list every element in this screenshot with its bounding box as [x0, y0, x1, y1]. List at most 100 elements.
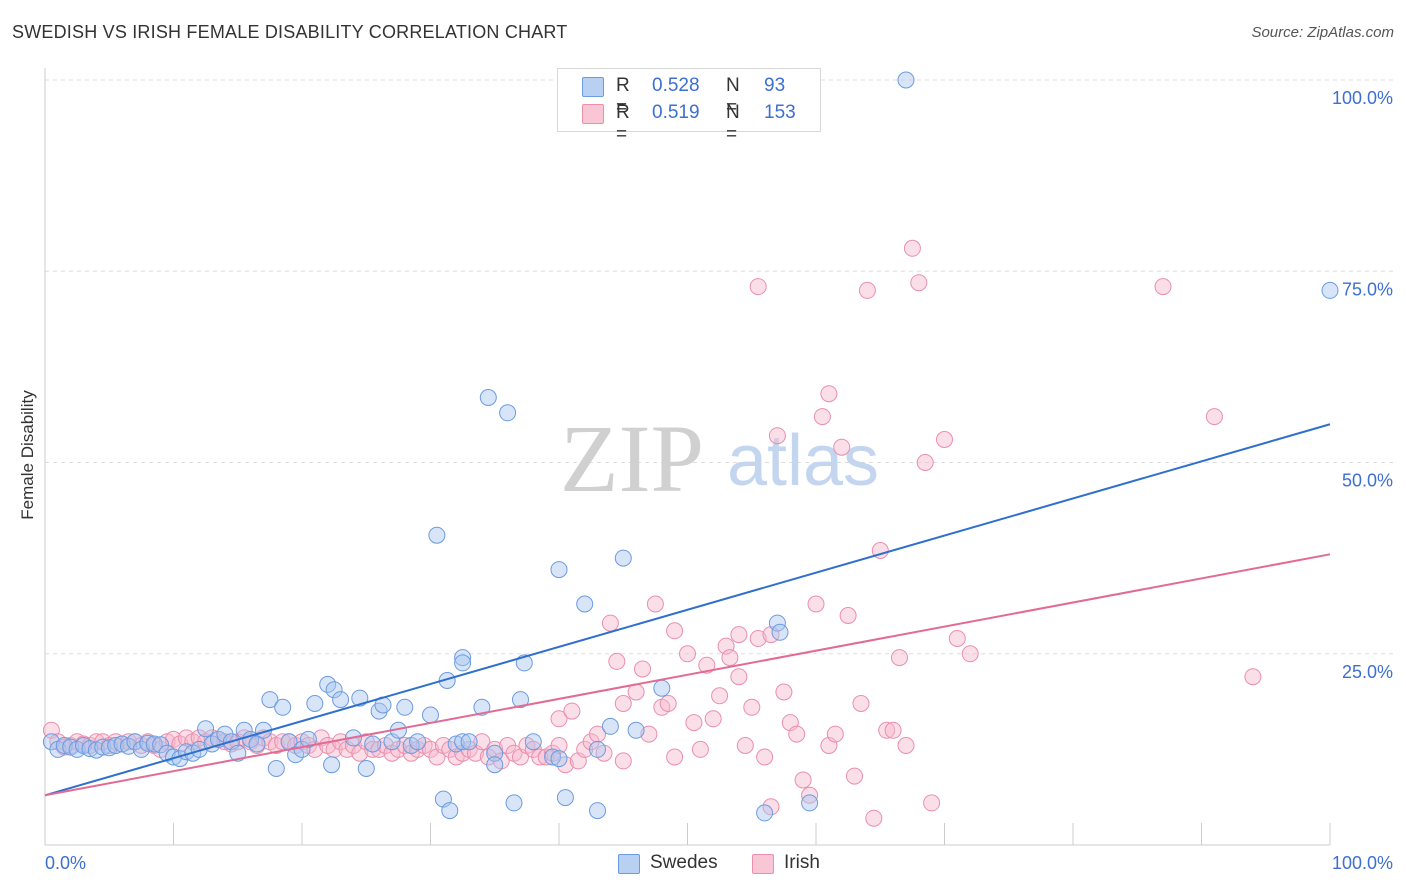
swedes-point	[396, 698, 414, 716]
y-tick-label: 25.0%	[1342, 662, 1393, 682]
swedes-point	[441, 802, 459, 820]
swedes-point	[422, 706, 439, 724]
swedes-point	[801, 794, 819, 812]
y-tick-label: 100.0%	[1332, 88, 1393, 108]
irish-point	[910, 274, 928, 292]
swedes-point	[479, 389, 497, 406]
irish-point	[820, 385, 838, 403]
irish-point	[903, 239, 921, 257]
swedes-point	[274, 698, 292, 716]
irish-point	[203, 729, 221, 747]
irish-point	[608, 652, 626, 670]
irish-point	[948, 630, 966, 647]
irish-point	[839, 607, 857, 624]
irish-point	[833, 438, 851, 456]
swedes-point	[364, 735, 382, 753]
grid-lines	[45, 79, 1395, 655]
swedes-point	[323, 756, 341, 774]
swedes-point	[81, 740, 99, 758]
irish-point	[897, 737, 915, 754]
swedes-point	[248, 735, 266, 753]
irish-point	[736, 737, 754, 754]
irish-point	[961, 645, 979, 663]
swedes-point	[197, 720, 215, 738]
irish-point	[364, 740, 382, 758]
swedes-point	[409, 733, 427, 751]
swedes-point	[524, 733, 542, 751]
irish-point	[858, 281, 876, 299]
swedes-point	[550, 750, 568, 768]
swedes-point	[576, 595, 594, 613]
swedes-n-value: 93	[764, 75, 786, 96]
swedes-point	[653, 679, 671, 697]
irish-point	[743, 698, 761, 716]
watermark: ZIP atlas	[560, 405, 879, 512]
swedes-point	[499, 404, 517, 422]
irish-trend-line	[44, 553, 1331, 797]
y-axis-label: Female Disability	[18, 390, 37, 520]
irish-point	[1205, 408, 1223, 426]
swedes-point	[145, 735, 163, 753]
irish-point	[640, 725, 658, 743]
swedes-point	[332, 691, 350, 709]
irish-point	[634, 660, 651, 678]
swedes-point	[306, 695, 324, 712]
swedes-point	[165, 748, 182, 766]
swedes-point	[261, 691, 279, 709]
irish-point	[666, 622, 684, 640]
swedes-points	[42, 71, 1339, 822]
irish-point	[550, 710, 568, 728]
irish-legend-label: Irish	[784, 852, 820, 873]
swedes-point	[589, 740, 606, 758]
tick-labels: 25.0% 50.0% 75.0% 100.0% 0.0% 100.0%	[45, 88, 1393, 873]
irish-point	[563, 702, 581, 720]
trend-lines	[44, 423, 1331, 797]
irish-point	[601, 614, 619, 632]
swedes-point	[505, 794, 523, 812]
swedes-point	[357, 760, 375, 777]
irish-point	[730, 668, 748, 686]
swedes-point	[132, 740, 150, 758]
stats-legend: R = 0.528 N = 93 R = 0.519 N = 153	[557, 68, 821, 145]
irish-point	[685, 714, 703, 732]
watermark-zip: ZIP	[560, 405, 704, 512]
source-label: Source: ZipAtlas.com	[1251, 24, 1394, 41]
irish-point	[614, 695, 632, 712]
irish-point	[1154, 278, 1172, 296]
irish-point	[788, 725, 806, 743]
irish-point	[614, 752, 632, 770]
irish-point	[936, 431, 953, 448]
swedes-point	[897, 71, 915, 89]
irish-legend-swatch	[752, 854, 774, 874]
x-tick-label: 100.0%	[1332, 853, 1393, 873]
swedes-point	[756, 804, 774, 822]
irish-point	[813, 408, 831, 426]
swedes-point	[299, 730, 317, 748]
swedes-point	[486, 756, 504, 774]
irish-point	[646, 595, 664, 613]
irish-swatch	[582, 104, 604, 124]
swedes-point	[447, 735, 465, 753]
swedes-point	[267, 760, 285, 777]
swedes-point	[428, 526, 446, 544]
swedes-point	[556, 789, 574, 807]
irish-point	[923, 794, 941, 812]
swedes-point	[325, 681, 343, 699]
swedes-point	[100, 739, 118, 757]
irish-point	[865, 809, 883, 827]
swedes-point	[512, 691, 529, 709]
irish-point	[589, 725, 606, 743]
irish-point	[756, 748, 774, 766]
irish-point	[826, 725, 844, 743]
chart-title: SWEDISH VS IRISH FEMALE DISABILITY CORRE…	[12, 22, 568, 42]
irish-point	[916, 454, 934, 471]
swedes-point	[550, 561, 568, 579]
irish-point	[698, 656, 716, 674]
irish-point	[704, 710, 722, 728]
irish-point	[679, 645, 696, 663]
swedes-point	[139, 734, 157, 752]
irish-point	[807, 595, 825, 613]
swedes-point	[454, 733, 472, 751]
swedes-point	[454, 649, 472, 667]
swedes-point	[1321, 281, 1339, 299]
